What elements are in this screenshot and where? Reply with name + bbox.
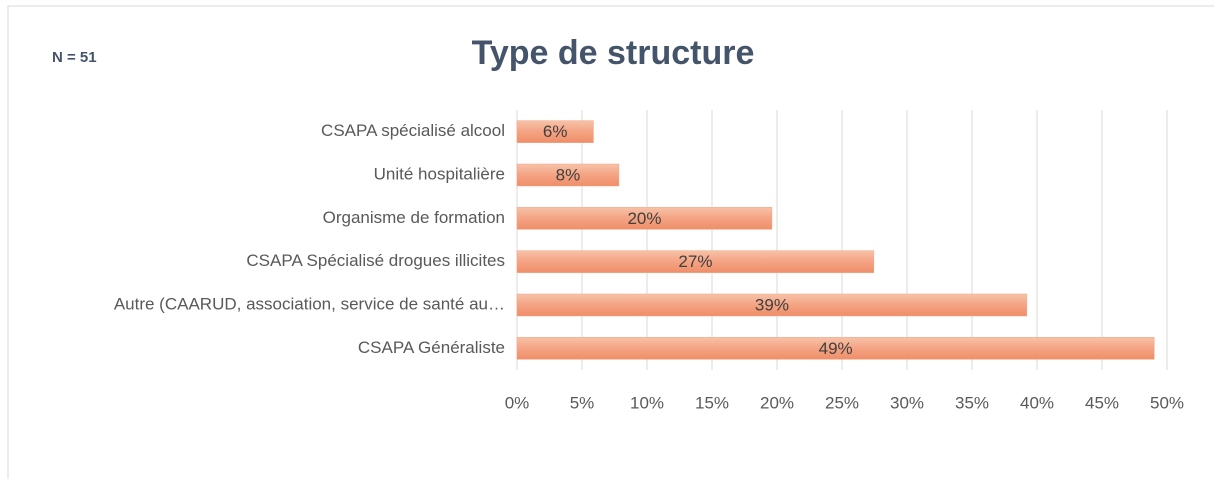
annotation: N = 51: [52, 49, 97, 66]
bar: [516, 250, 875, 273]
y-tick-label: Autre (CAARUD, association, service de s…: [114, 294, 505, 313]
x-tick-label: 45%: [1085, 393, 1119, 412]
y-tick-label: CSAPA Généraliste: [358, 338, 505, 357]
x-tick-label: 20%: [760, 393, 794, 412]
x-tick-label: 30%: [890, 393, 924, 412]
y-tick-label: Unité hospitalière: [374, 164, 505, 183]
data-label: 8%: [556, 165, 581, 184]
x-tick-label: 5%: [570, 393, 595, 412]
x-tick-label: 50%: [1150, 393, 1184, 412]
chart-title: Type de structure: [472, 34, 755, 72]
bar: [516, 293, 1028, 317]
x-tick-label: 15%: [695, 393, 729, 412]
y-tick-label: CSAPA spécialisé alcool: [321, 121, 505, 140]
bar: [516, 337, 1155, 360]
bar: [516, 163, 620, 187]
x-tick-label: 0%: [505, 393, 530, 412]
data-label: 27%: [678, 252, 712, 271]
frame: [7, 5, 1214, 479]
bar: [516, 120, 594, 143]
bar: [516, 207, 773, 230]
x-tick-label: 40%: [1020, 393, 1054, 412]
data-label: 39%: [755, 295, 789, 314]
data-label: 20%: [627, 209, 661, 228]
data-label: 6%: [543, 122, 568, 141]
x-tick-label: 35%: [955, 393, 989, 412]
y-tick-label: Organisme de formation: [323, 208, 505, 227]
x-tick-label: 10%: [630, 393, 664, 412]
y-tick-label: CSAPA Spécialisé drogues illicites: [246, 251, 505, 270]
data-label: 49%: [819, 339, 853, 358]
x-tick-label: 25%: [825, 393, 859, 412]
